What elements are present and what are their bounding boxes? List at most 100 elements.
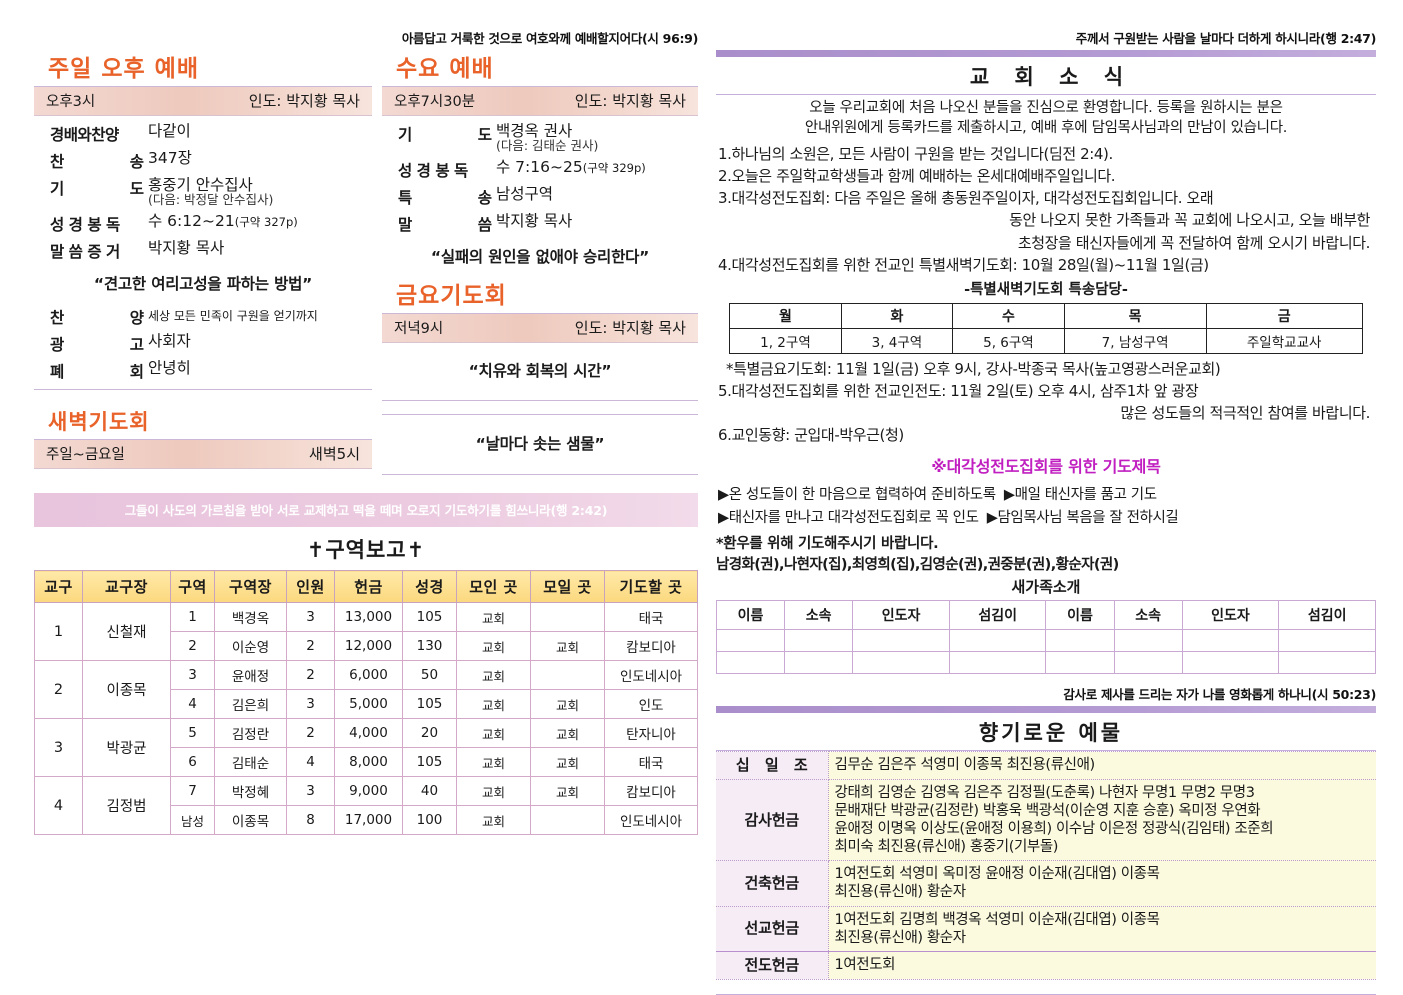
newfam-cell[interactable] — [852, 651, 950, 675]
table-row: 남성 이종목 8 17,000 100 교회 인도네시아 — [35, 805, 698, 836]
offering-names-building: 1여전도회 석영미 옥미정 윤애정 이순재(김대엽) 이종목 최진용(류신애) … — [828, 860, 1376, 907]
newfam-cell[interactable] — [948, 629, 1047, 653]
report-title: ✝구역보고✝ — [306, 538, 426, 563]
dawn-duty-table: 월 화 수 목 금 1, 2구역 3, 4구역 5, 6구역 7, 남성구역 주… — [729, 302, 1363, 354]
news-item: 4.대각성전도집회를 위한 전교인 특별새벽기도회: 10월 28일(월)~11… — [718, 255, 1209, 274]
cell-zone-leader: 백경옥 — [214, 602, 287, 633]
cell-zone: 5 — [170, 718, 215, 749]
cell-zone: 남성 — [170, 805, 215, 836]
table-row[interactable] — [715, 629, 1376, 653]
cell-zone: 7 — [170, 776, 215, 807]
newfam-cell[interactable] — [784, 651, 854, 675]
newfam-cell[interactable] — [1113, 651, 1183, 675]
divider — [34, 389, 372, 391]
col-pray-for: 기도할 곳 — [604, 570, 698, 604]
offering-label-thanks: 감사헌금 — [716, 778, 829, 862]
row-value: 안녕히 — [148, 358, 191, 377]
sunday-afternoon-leader: 인도: 박지황 목사 — [248, 92, 360, 110]
duty-day-tue: 화 — [840, 302, 954, 329]
cell-pray-for: 캄보디아 — [604, 776, 698, 807]
row-label: 성 경 봉 독 — [50, 215, 120, 234]
dawn-prayer-days: 주일~금요일 — [46, 447, 125, 464]
table-row: 3 박광균 5 김정란 2 4,000 20 교회 교회 탄자니아 — [34, 718, 698, 778]
offering-line: 최미숙 최진용(류신애) 홍중기(기부돌) — [834, 839, 1059, 856]
offering-section: 감사로 제사를 드리는 자가 나를 영화롭게 하나니(시 50:23) 향기로운… — [716, 684, 1376, 995]
cell-district-leader: 김정범 — [82, 776, 171, 836]
duty-day-mon: 월 — [729, 302, 842, 329]
newfam-col-helper: 섬김이 — [948, 600, 1047, 631]
cell-offering: 8,000 — [334, 747, 403, 778]
offering-line: 문배재단 박광균(김정란) 박홍욱 백광석(이순영 지훈 승훈) 옥미정 우연화 — [834, 802, 1261, 819]
cell-zone: 4 — [170, 689, 215, 720]
cell-zone: 3 — [170, 660, 215, 691]
newfam-cell[interactable] — [715, 629, 786, 653]
offering-line: 최진용(류신애) 황순자 — [834, 929, 967, 946]
offering-row: 건축헌금 1여전도회 석영미 옥미정 윤애정 이순재(김대엽) 이종목 최진용(… — [716, 860, 1376, 907]
row-value: 347장 — [148, 148, 192, 167]
sunday-afternoon-time: 오후3시 — [46, 94, 96, 110]
row-label: 성 경 봉 독 — [398, 161, 468, 180]
cell-offering: 13,000 — [334, 602, 403, 633]
col-met-place: 모인 곳 — [456, 570, 531, 604]
offering-line: 1여전도회 — [834, 957, 896, 974]
news-item-6: 6.교인동향: 군입대-박우근(청) — [718, 425, 904, 444]
cell-district-leader: 신철재 — [82, 602, 171, 662]
newfam-cell[interactable] — [1113, 629, 1183, 653]
newfam-col-name: 이름 — [715, 600, 786, 631]
row-value: 백경옥 권사 (다음: 김태순 권사) — [496, 121, 599, 154]
row-value: 수 6:12~21(구약 327p) — [148, 211, 298, 230]
newfam-cell[interactable] — [948, 651, 1047, 675]
offering-verse: 감사로 제사를 드리는 자가 나를 영화롭게 하나니(시 50:23) — [1063, 687, 1376, 703]
offering-table: 십 일 조 김무순 김은주 석영미 이종목 최진용(류신애) 감사헌금 강태희 … — [716, 751, 1376, 980]
duty-value-tue: 3, 4구역 — [840, 327, 954, 354]
newfam-cell[interactable] — [1045, 629, 1115, 653]
newfam-cell[interactable] — [784, 629, 854, 653]
newfam-cell[interactable] — [852, 629, 950, 653]
offering-row: 십 일 조 김무순 김은주 석영미 이종목 최진용(류신애) — [716, 751, 1376, 780]
cell-bible: 105 — [402, 689, 457, 720]
prayer-topic-row: ▶태신자를 만나고 대각성전도집회로 꼭 인도 ▶담임목사님 복음을 잘 전하시… — [716, 505, 1376, 528]
newfam-col-inviter: 인도자 — [852, 600, 950, 631]
friday-leader: 인도: 박지황 목사 — [574, 319, 686, 338]
cell-district: 4 — [34, 776, 83, 836]
news-item-continuation: 초청장을 태신자들에게 꼭 전달하여 함께 오시기 바랍니다. — [1017, 233, 1371, 252]
newfam-cell[interactable] — [1278, 651, 1376, 675]
cell-met-place: 교회 — [456, 660, 531, 691]
cell-zone: 1 — [170, 602, 215, 633]
col-people: 인원 — [286, 570, 335, 604]
sunday-afternoon-theme: “견고한 여리고성을 파하는 방법” — [93, 275, 313, 294]
dawn-prayer-time: 새벽5시 — [309, 445, 360, 464]
newfam-cell[interactable] — [1045, 651, 1115, 675]
col-offering: 헌금 — [334, 570, 403, 604]
cell-meet-place: 교회 — [530, 718, 605, 749]
newfam-cell[interactable] — [1278, 629, 1376, 653]
newfam-cell[interactable] — [715, 651, 786, 675]
cell-met-place: 교회 — [456, 602, 531, 633]
offering-names-thanks: 강태희 김영순 김영옥 김은주 김정필(도춘록) 나현자 무명1 무명2 무명3… — [828, 778, 1376, 862]
newfam-col-name-2: 이름 — [1045, 600, 1115, 631]
friday-time: 저녁9시 — [394, 321, 444, 338]
newfam-cell[interactable] — [1181, 629, 1280, 653]
col-district: 교구 — [34, 570, 83, 604]
news-item-5-continuation: 많은 성도들의 적극적인 참여를 바랍니다. — [1120, 403, 1370, 422]
offering-label-evangelism: 전도헌금 — [716, 950, 829, 980]
duty-value-fri: 주일학교교사 — [1205, 327, 1363, 354]
divider — [382, 474, 698, 476]
table-row[interactable] — [715, 651, 1376, 675]
friday-theme: “치유와 회복의 시간” — [468, 362, 612, 381]
newfam-cell[interactable] — [1181, 651, 1280, 675]
cell-zone: 2 — [170, 631, 215, 662]
col-zone: 구역 — [170, 570, 215, 604]
cell-bible: 105 — [402, 747, 457, 778]
offering-row: 선교헌금 1여전도회 김명희 백경옥 석영미 이순재(김대엽) 이종목 최진용(… — [716, 905, 1376, 952]
